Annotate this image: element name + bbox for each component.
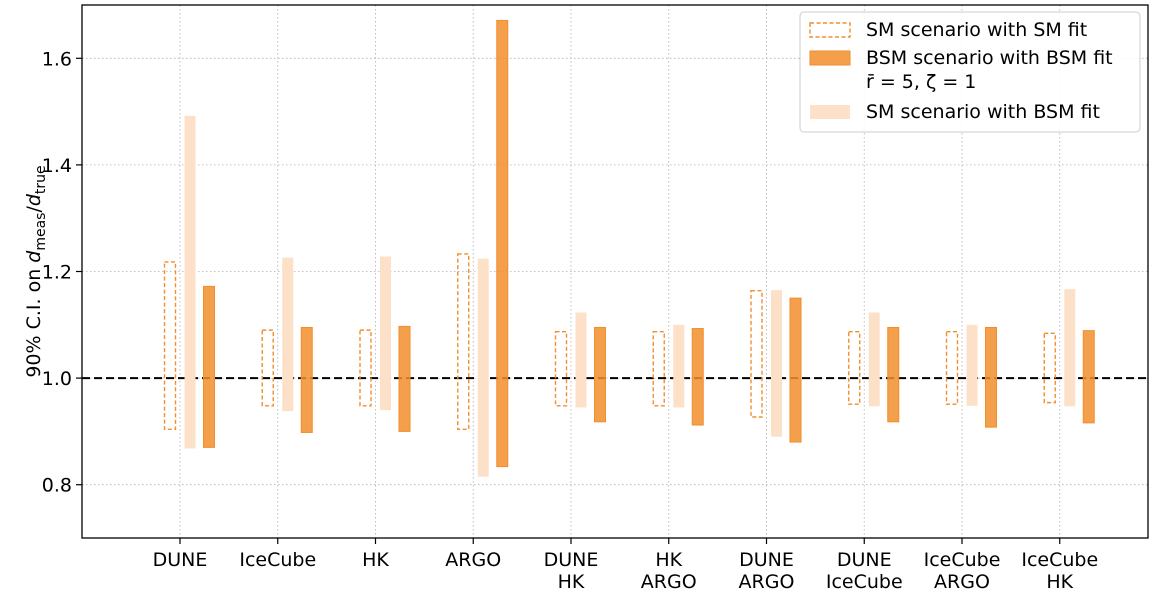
- interval-bar-series-0-cat-0: [163, 261, 177, 430]
- legend-label: BSM scenario with BSM fit: [866, 47, 1113, 69]
- y-axis-label-den-sub: true: [33, 165, 49, 194]
- x-tick-label: HK: [558, 571, 585, 593]
- x-tick-label: HK: [655, 549, 682, 571]
- interval-bar-series-0-cat-3: [457, 253, 470, 430]
- interval-bar-series-0-cat-1: [261, 329, 274, 407]
- y-axis-label: 90% C.I. on dmeas/dtrue: [23, 165, 49, 377]
- interval-bar-series-2-cat-5: [673, 324, 685, 408]
- interval-bar-series-1-cat-7: [887, 326, 900, 423]
- x-tick-label: ARGO: [445, 549, 501, 571]
- y-axis-label-num-var: d: [23, 250, 45, 263]
- x-tick-label: HK: [362, 549, 389, 571]
- interval-bar-series-1-cat-4: [594, 326, 606, 423]
- interval-bar-series-2-cat-7: [868, 312, 880, 407]
- interval-bar-series-1-cat-2: [398, 325, 411, 432]
- x-tick-label: DUNE: [837, 549, 892, 571]
- y-tick-label: 1.0: [42, 368, 72, 390]
- x-tick-label: HK: [1046, 571, 1073, 593]
- y-axis-label-num-sub: meas: [33, 213, 49, 251]
- x-tick-label: DUNE: [153, 549, 208, 571]
- legend-box: [799, 11, 1141, 133]
- interval-bar-series-2-cat-6: [771, 290, 782, 437]
- legend: SM scenario with SM fit BSM scenario with…: [799, 11, 1141, 133]
- legend-swatch: [809, 50, 851, 66]
- x-tick-label: IceCube: [924, 549, 1001, 571]
- interval-bar-series-2-cat-9: [1064, 289, 1076, 407]
- y-tick-label: 0.8: [42, 475, 72, 497]
- interval-bar-series-1-cat-9: [1082, 330, 1095, 424]
- x-tick-label: ARGO: [641, 571, 697, 593]
- legend-swatch: [809, 22, 851, 38]
- interval-bar-series-0-cat-6: [750, 289, 763, 418]
- interval-bar-series-0-cat-9: [1043, 332, 1056, 404]
- x-tick-label: IceCube: [1021, 549, 1098, 571]
- interval-bar-series-2-cat-8: [966, 324, 978, 406]
- y-tick-label: 1.2: [42, 262, 72, 284]
- interval-bar-series-0-cat-8: [945, 331, 959, 405]
- y-axis-label-sep: /: [23, 206, 45, 213]
- interval-bar-series-1-cat-1: [300, 326, 313, 433]
- x-tick-label: ARGO: [739, 571, 795, 593]
- y-axis-label-den-var: d: [23, 193, 45, 206]
- interval-bar-series-2-cat-1: [282, 257, 294, 412]
- interval-bars: [163, 19, 1095, 477]
- y-axis-label-prefix: 90% C.I. on: [23, 263, 45, 378]
- interval-bar-series-1-cat-6: [789, 297, 802, 443]
- interval-bar-series-1-cat-3: [496, 19, 509, 468]
- legend-swatch: [810, 105, 850, 119]
- x-tick-label: DUNE: [544, 549, 599, 571]
- interval-bar-series-1-cat-0: [203, 285, 215, 448]
- x-axis-ticks: DUNE IceCube HK ARGO DUNEHKHKARGODUNEARGODUN…: [153, 538, 1098, 593]
- x-tick-label: DUNE: [739, 549, 794, 571]
- plot-frame: [81, 4, 1149, 539]
- legend-label: SM scenario with BSM fit: [866, 101, 1100, 123]
- interval-bar-series-0-cat-5: [652, 331, 665, 407]
- interval-bar-series-0-cat-7: [848, 331, 861, 405]
- interval-bar-series-2-cat-0: [184, 115, 196, 449]
- interval-bar-series-0-cat-2: [359, 329, 372, 407]
- x-tick-label: IceCube: [239, 549, 316, 571]
- x-tick-label: IceCube: [826, 571, 903, 593]
- interval-bar-series-0-cat-4: [554, 331, 568, 407]
- interval-bar-series-1-cat-5: [691, 328, 704, 426]
- legend-label: r̄ = 5, ζ = 1: [866, 71, 976, 93]
- y-tick-label: 1.4: [42, 155, 72, 177]
- legend-label: SM scenario with SM fit: [866, 19, 1087, 41]
- interval-bar-series-2-cat-4: [575, 312, 587, 408]
- interval-bar-series-2-cat-3: [477, 258, 489, 477]
- x-tick-label: ARGO: [934, 571, 990, 593]
- interval-bar-series-1-cat-8: [985, 326, 997, 428]
- interval-bar-series-2-cat-2: [380, 256, 391, 411]
- y-axis-ticks: 0.8 1.0 1.2 1.4 1.6: [42, 48, 82, 497]
- y-tick-label: 1.6: [42, 48, 72, 70]
